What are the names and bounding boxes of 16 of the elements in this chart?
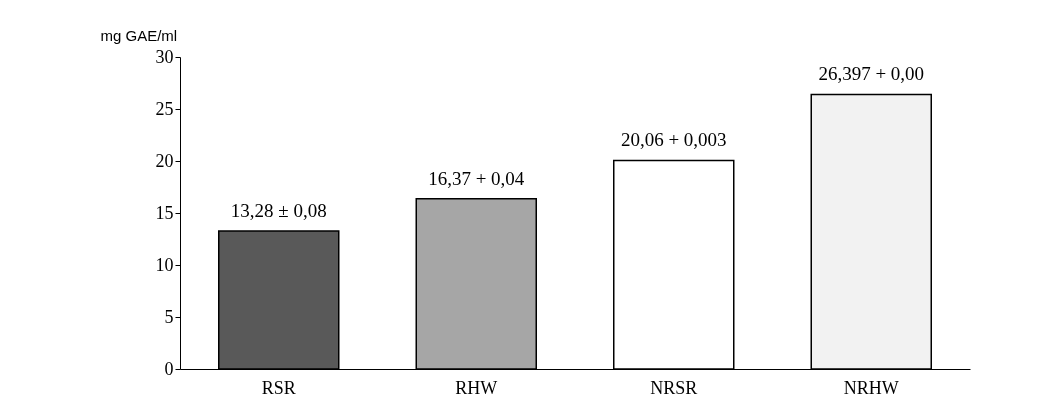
x-tick-label: RSR bbox=[261, 377, 296, 398]
y-axis-title: mg GAE/ml bbox=[100, 26, 178, 44]
y-tick-label: 10 bbox=[155, 254, 174, 275]
data-label: 26,397 + 0,00 bbox=[818, 63, 925, 85]
x-tick-label: RHW bbox=[455, 377, 498, 398]
y-tick-label: 0 bbox=[164, 358, 174, 379]
x-tick-label: NRHW bbox=[843, 377, 899, 398]
data-label: 13,28 ± 0,08 bbox=[230, 199, 327, 221]
data-label: 20,06 + 0,003 bbox=[620, 129, 727, 151]
data-label: 16,37 + 0,04 bbox=[428, 167, 525, 189]
y-tick-label: 15 bbox=[155, 202, 174, 223]
y-tick-label: 30 bbox=[155, 46, 174, 67]
y-tick-label: 5 bbox=[164, 306, 174, 327]
x-tick-label: NRSR bbox=[650, 377, 698, 398]
y-tick-label: 25 bbox=[155, 98, 174, 119]
y-tick-label: 20 bbox=[155, 150, 174, 171]
